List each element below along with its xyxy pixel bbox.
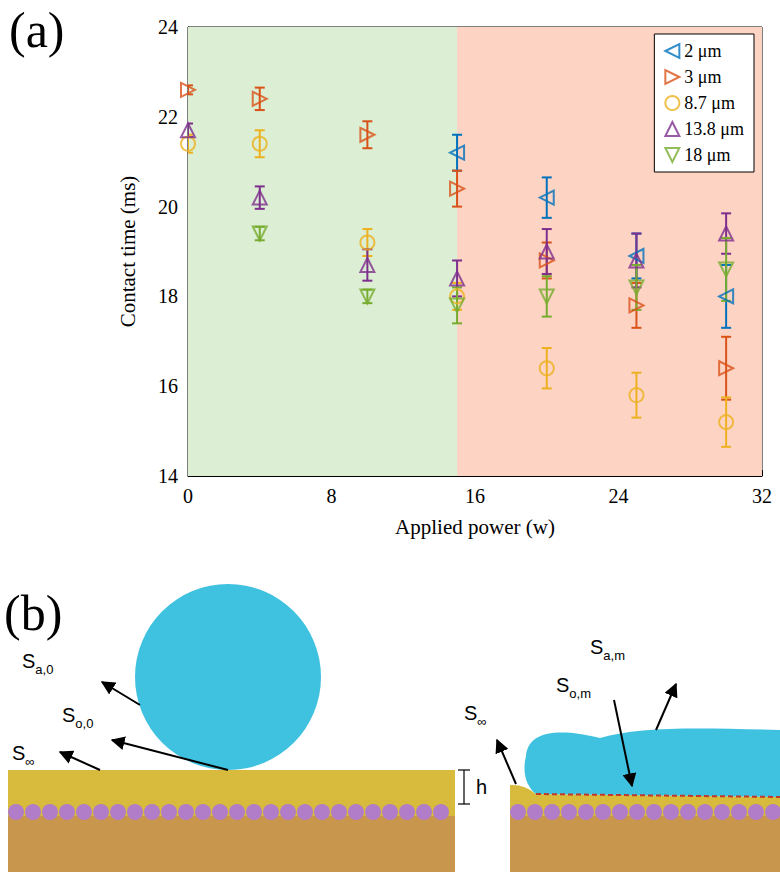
svg-text:16: 16 — [465, 485, 485, 507]
svg-text:S∞: S∞ — [464, 702, 487, 729]
svg-text:S∞: S∞ — [12, 742, 35, 769]
svg-text:13.8 μm: 13.8 μm — [684, 119, 744, 139]
svg-text:(b): (b) — [4, 585, 62, 641]
svg-text:Contact time (ms): Contact time (ms) — [116, 176, 140, 328]
svg-text:3 μm: 3 μm — [684, 67, 721, 87]
svg-text:So,0: So,0 — [62, 704, 93, 731]
svg-text:8: 8 — [327, 485, 337, 507]
svg-text:16: 16 — [158, 375, 178, 397]
svg-text:20: 20 — [158, 196, 178, 218]
svg-text:24: 24 — [158, 16, 178, 38]
svg-text:24: 24 — [609, 485, 629, 507]
svg-text:Applied power (w): Applied power (w) — [395, 515, 555, 539]
svg-text:18 μm: 18 μm — [684, 145, 730, 165]
svg-text:8.7 μm: 8.7 μm — [684, 93, 735, 113]
svg-text:Sa,m: Sa,m — [590, 636, 625, 663]
svg-text:14: 14 — [158, 465, 178, 487]
svg-text:Sa,0: Sa,0 — [22, 650, 53, 677]
svg-text:18: 18 — [158, 285, 178, 307]
svg-text:22: 22 — [158, 106, 178, 128]
svg-text:So,m: So,m — [556, 674, 591, 701]
svg-text:2 μm: 2 μm — [684, 41, 721, 61]
svg-text:32: 32 — [752, 485, 772, 507]
svg-text:0: 0 — [183, 485, 193, 507]
svg-text:h: h — [476, 776, 487, 798]
svg-text:(a): (a) — [9, 2, 65, 58]
